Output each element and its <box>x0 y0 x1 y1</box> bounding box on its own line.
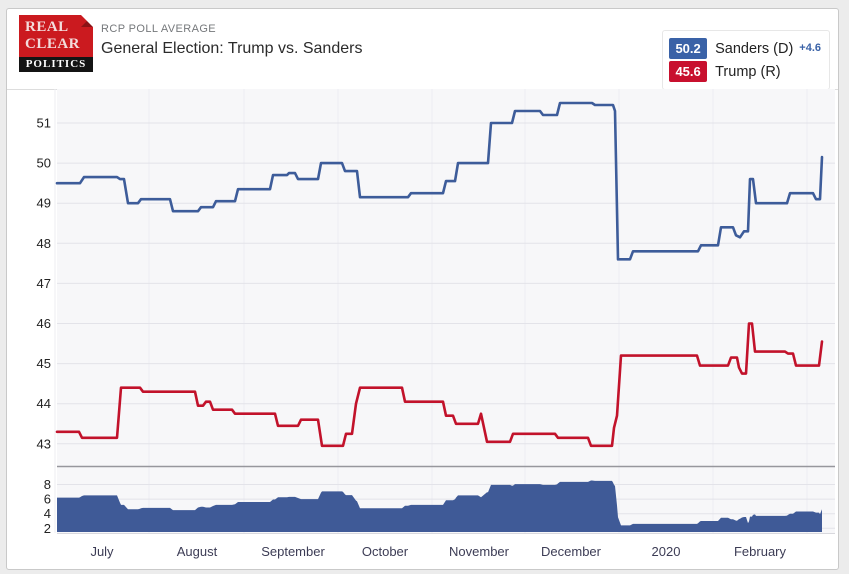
rcp-logo: REAL CLEAR POLITICS <box>19 15 93 72</box>
spread-axis-label: 8 <box>44 477 51 492</box>
x-axis-label: July <box>90 544 114 559</box>
sanders-delta: +4.6 <box>799 41 821 54</box>
logo-line-politics: POLITICS <box>19 57 93 72</box>
x-axis-label: February <box>734 544 787 559</box>
sanders-line <box>55 101 824 261</box>
x-axis-label: December <box>541 544 602 559</box>
y-axis-label: 50 <box>37 156 51 171</box>
x-axis-label: September <box>261 544 325 559</box>
sanders-label: Sanders (D) <box>715 40 794 57</box>
logo-line-clear: CLEAR <box>25 36 81 52</box>
spread-axis-label: 6 <box>44 492 51 507</box>
y-axis-label: 46 <box>37 316 51 331</box>
y-axis-label: 48 <box>37 236 51 251</box>
trump-value-badge: 45.6 <box>669 61 708 82</box>
spread-axis-label: 4 <box>44 506 51 521</box>
trump-label: Trump (R) <box>715 63 781 80</box>
y-axis-label: 45 <box>37 356 51 371</box>
x-axis-label: 2020 <box>652 544 681 559</box>
x-axis-label: October <box>362 544 409 559</box>
x-axis-label: August <box>177 544 218 559</box>
rcp-logo-text: REAL CLEAR <box>19 15 93 57</box>
y-axis-label: 44 <box>37 396 51 411</box>
trump-line <box>55 322 824 448</box>
logo-fold-corner <box>81 15 93 27</box>
x-axis-label: November <box>449 544 510 559</box>
y-axis-label: 49 <box>37 196 51 211</box>
y-axis-label: 47 <box>37 276 51 291</box>
legend-row-sanders: 50.2 Sanders (D) +4.6 <box>669 38 821 59</box>
logo-line-real: REAL <box>25 19 69 35</box>
y-axis-label: 51 <box>37 116 51 131</box>
spread-area <box>57 480 822 532</box>
sanders-value-badge: 50.2 <box>669 38 708 59</box>
legend-row-trump: 45.6 Trump (R) <box>669 61 821 82</box>
y-axis-label: 43 <box>37 436 51 451</box>
chart-kicker: RCP POLL AVERAGE <box>101 23 217 35</box>
spread-axis-label: 2 <box>44 521 51 536</box>
page-title: General Election: Trump vs. Sanders <box>101 40 363 57</box>
